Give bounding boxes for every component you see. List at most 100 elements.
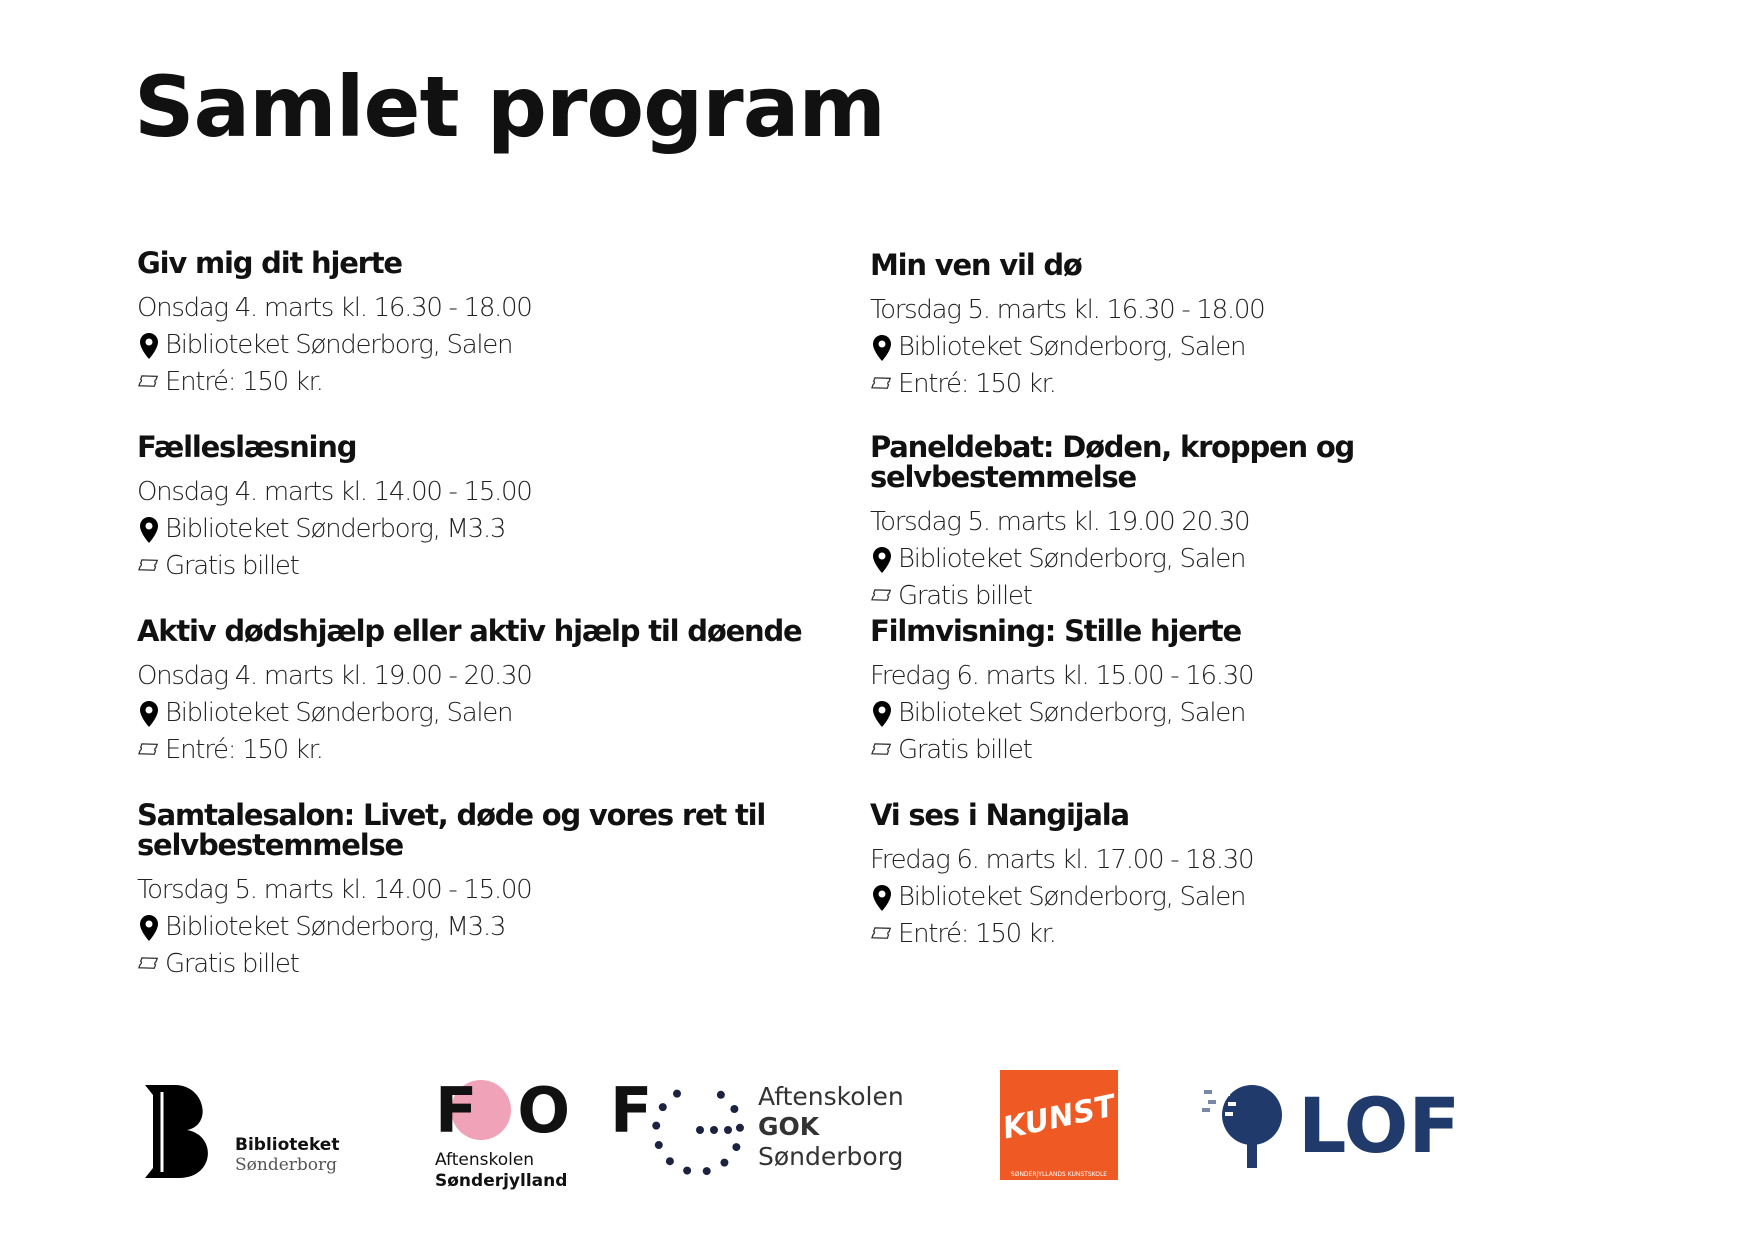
ticket-icon: [870, 920, 894, 950]
logo-text: Sønderborg: [235, 1155, 338, 1175]
map-pin-icon: [137, 515, 161, 545]
event-ticket-text: Gratis billet: [165, 949, 300, 979]
event-ticket: Entré: 150 kr.: [870, 366, 1570, 403]
event-location: Biblioteket Sønderborg, Salen: [870, 695, 1570, 732]
logo-text: Sønderjylland: [435, 1171, 568, 1191]
page-title: Samlet program: [134, 58, 886, 156]
event-location: Biblioteket Sønderborg, M3.3: [137, 511, 837, 548]
event-title: Aktiv dødshjælp eller aktiv hjælp til dø…: [137, 614, 803, 648]
logo-mark: KUNST: [999, 1088, 1119, 1147]
event-ticket: Gratis billet: [137, 946, 837, 983]
dots-g-icon: [652, 1089, 744, 1176]
event-location-text: Biblioteket Sønderborg, Salen: [165, 330, 513, 360]
event-ticket-text: Entré: 150 kr.: [165, 367, 324, 397]
ticket-icon: [870, 370, 894, 400]
event-item: Aktiv dødshjælp eller aktiv hjælp til dø…: [137, 616, 837, 769]
event-item: Min ven vil dø Torsdag 5. marts kl. 16.3…: [870, 250, 1570, 403]
event-date: Torsdag 5. marts kl. 14.00 - 15.00: [137, 872, 837, 909]
event-location: Biblioteket Sønderborg, M3.3: [137, 909, 837, 946]
logo-text: Sønderborg: [758, 1142, 904, 1171]
event-title: Giv mig dit hjerte: [137, 246, 403, 280]
event-location-text: Biblioteket Sønderborg, Salen: [898, 332, 1246, 362]
event-ticket: Entré: 150 kr.: [137, 732, 837, 769]
event-location-text: Biblioteket Sønderborg, Salen: [898, 544, 1246, 574]
event-ticket: Gratis billet: [870, 732, 1570, 769]
event-item: Filmvisning: Stille hjerte Fredag 6. mar…: [870, 616, 1570, 769]
map-pin-icon: [870, 333, 894, 363]
event-date-text: Torsdag 5. marts kl. 14.00 - 15.00: [137, 875, 533, 905]
logo-biblioteket-sonderborg: Biblioteket Sønderborg: [140, 1080, 350, 1180]
event-location: Biblioteket Sønderborg, Salen: [870, 879, 1570, 916]
event-ticket-text: Entré: 150 kr.: [898, 919, 1057, 949]
event-location: Biblioteket Sønderborg, Salen: [137, 695, 837, 732]
event-ticket: Entré: 150 kr.: [137, 364, 837, 401]
map-pin-icon: [870, 545, 894, 575]
ticket-icon: [137, 368, 161, 398]
event-date: Torsdag 5. marts kl. 19.00 20.30: [870, 504, 1570, 541]
event-ticket: Gratis billet: [870, 578, 1570, 615]
logo-text: GOK: [758, 1112, 820, 1141]
event-title: Paneldebat: Døden, kroppen og selvbestem…: [870, 430, 1355, 494]
ticket-icon: [137, 552, 161, 582]
event-date: Torsdag 5. marts kl. 16.30 - 18.00: [870, 292, 1570, 329]
event-date: Onsdag 4. marts kl. 14.00 - 15.00: [137, 474, 837, 511]
event-title: Min ven vil dø: [870, 248, 1083, 282]
logo-mark: FOF: [435, 1074, 693, 1147]
logo-fof: FOF Aftenskolen Sønderjylland: [435, 1080, 652, 1200]
event-date-text: Torsdag 5. marts kl. 16.30 - 18.00: [870, 295, 1266, 325]
event-location: Biblioteket Sønderborg, Salen: [137, 327, 837, 364]
event-date: Onsdag 4. marts kl. 16.30 - 18.00: [137, 290, 837, 327]
event-ticket-text: Entré: 150 kr.: [165, 735, 324, 765]
event-location-text: Biblioteket Sønderborg, M3.3: [165, 514, 506, 544]
partner-logos: Biblioteket Sønderborg FOF Aftenskolen S…: [0, 1070, 1748, 1200]
logo-text: Biblioteket: [235, 1135, 340, 1155]
event-item: Giv mig dit hjerte Onsdag 4. marts kl. 1…: [137, 248, 837, 401]
event-ticket: Entré: 150 kr.: [870, 916, 1570, 953]
event-date-text: Fredag 6. marts kl. 15.00 - 16.30: [870, 661, 1255, 691]
event-date-text: Fredag 6. marts kl. 17.00 - 18.30: [870, 845, 1255, 875]
event-ticket-text: Gratis billet: [165, 551, 300, 581]
event-title: Vi ses i Nangijala: [870, 798, 1130, 832]
event-location-text: Biblioteket Sønderborg, Salen: [165, 698, 513, 728]
map-pin-icon: [870, 699, 894, 729]
logo-text: SØNDERJYLLANDS KUNSTSKOLE: [1010, 1171, 1108, 1178]
event-date: Onsdag 4. marts kl. 19.00 - 20.30: [137, 658, 837, 695]
ticket-icon: [870, 736, 894, 766]
tree-icon: [1202, 1085, 1282, 1168]
map-pin-icon: [137, 913, 161, 943]
logo-gok: Aftenskolen GOK Sønderborg: [650, 1080, 930, 1190]
event-item: Vi ses i Nangijala Fredag 6. marts kl. 1…: [870, 800, 1570, 953]
event-title: Fælleslæsning: [137, 430, 357, 464]
event-ticket: Gratis billet: [137, 548, 837, 585]
map-pin-icon: [137, 699, 161, 729]
event-location: Biblioteket Sønderborg, Salen: [870, 541, 1570, 578]
event-date: Fredag 6. marts kl. 15.00 - 16.30: [870, 658, 1570, 695]
event-item: Paneldebat: Døden, kroppen og selvbestem…: [870, 432, 1570, 615]
event-ticket-text: Entré: 150 kr.: [898, 369, 1057, 399]
map-pin-icon: [870, 883, 894, 913]
ticket-icon: [137, 950, 161, 980]
event-item: Fælleslæsning Onsdag 4. marts kl. 14.00 …: [137, 432, 837, 585]
event-ticket-text: Gratis billet: [898, 581, 1033, 611]
logo-mark: LOF: [1298, 1081, 1461, 1170]
event-location-text: Biblioteket Sønderborg, M3.3: [165, 912, 506, 942]
logo-kunst: KUNST SØNDERJYLLANDS KUNSTSKOLE: [1000, 1070, 1118, 1180]
logo-text: Aftenskolen: [435, 1150, 535, 1170]
ticket-icon: [870, 582, 894, 612]
logo-lof: LOF: [1200, 1080, 1470, 1180]
event-date-text: Torsdag 5. marts kl. 19.00 20.30: [870, 507, 1251, 537]
event-title: Samtalesalon: Livet, døde og vores ret t…: [137, 798, 766, 862]
event-location-text: Biblioteket Sønderborg, Salen: [898, 698, 1246, 728]
event-date-text: Onsdag 4. marts kl. 16.30 - 18.00: [137, 293, 533, 323]
logo-text: Aftenskolen: [758, 1082, 904, 1111]
event-date-text: Onsdag 4. marts kl. 14.00 - 15.00: [137, 477, 533, 507]
ticket-icon: [137, 736, 161, 766]
event-item: Samtalesalon: Livet, døde og vores ret t…: [137, 800, 837, 983]
event-location-text: Biblioteket Sønderborg, Salen: [898, 882, 1246, 912]
event-location: Biblioteket Sønderborg, Salen: [870, 329, 1570, 366]
event-title: Filmvisning: Stille hjerte: [870, 614, 1242, 648]
b-mark-icon: [145, 1085, 208, 1178]
map-pin-icon: [137, 331, 161, 361]
event-ticket-text: Gratis billet: [898, 735, 1033, 765]
event-date-text: Onsdag 4. marts kl. 19.00 - 20.30: [137, 661, 533, 691]
